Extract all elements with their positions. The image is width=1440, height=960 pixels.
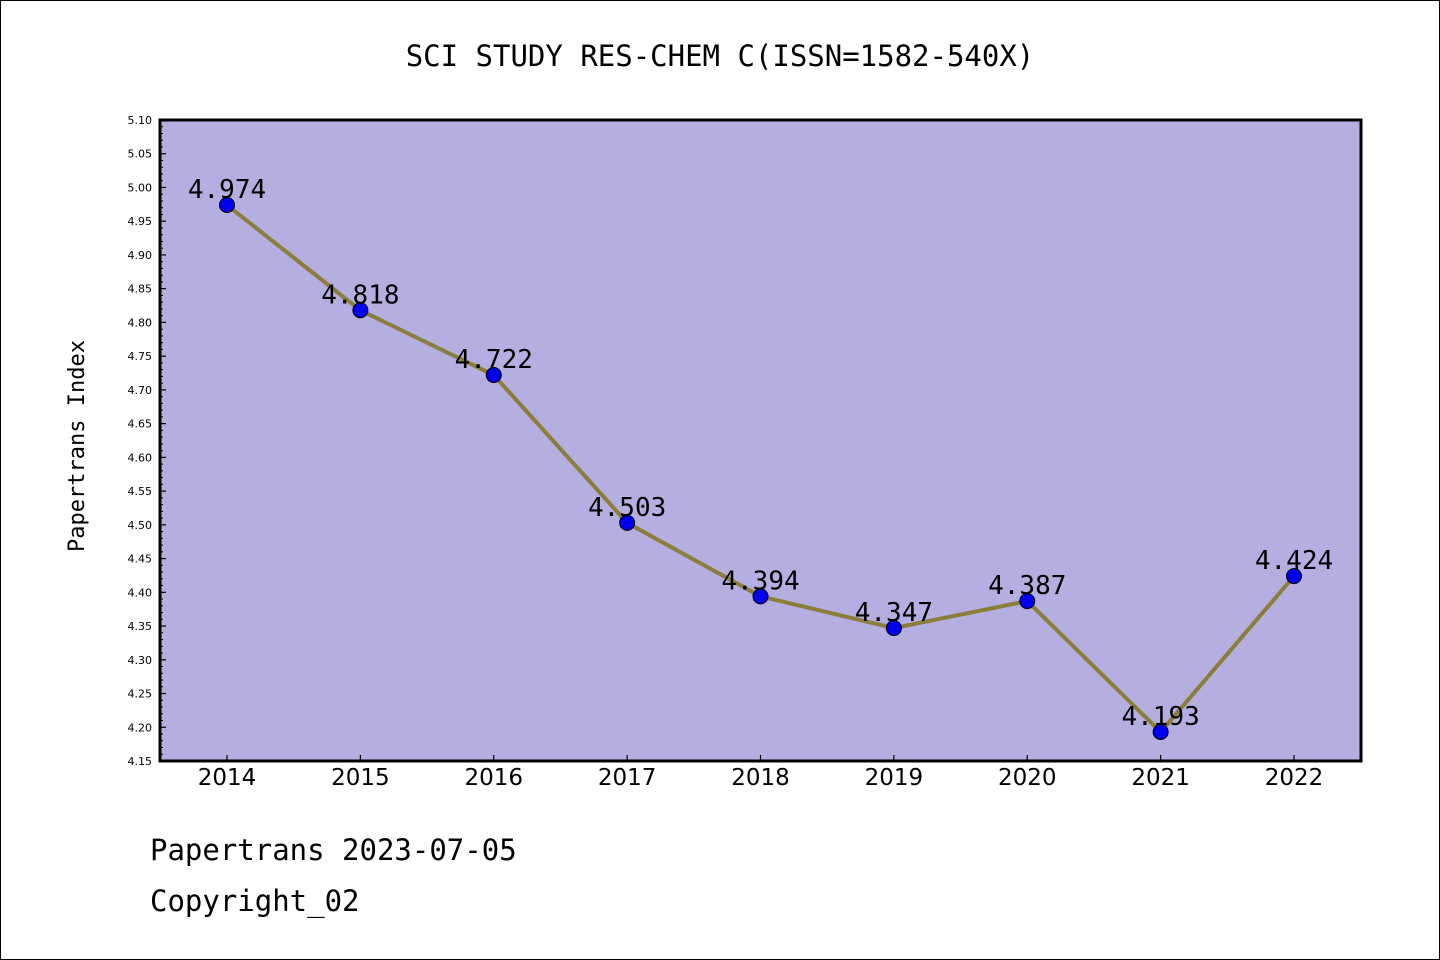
data-label: 4.347 [855,598,933,628]
data-label: 4.424 [1255,546,1333,576]
x-tick-label: 2016 [464,765,523,791]
data-point [619,514,636,531]
y-tick-label: 4.30 [128,654,153,667]
data-labels: 4.974 4.818 4.722 4.503 4.394 4.347 4.387 4.193… [188,175,1333,732]
data-label: 4.818 [321,280,399,310]
y-tick-label: 4.70 [128,384,153,397]
data-point [1152,723,1169,740]
data-label: 4.387 [988,571,1066,601]
y-tick-label: 4.85 [128,283,153,296]
data-point [219,197,235,214]
footer-copyright: Copyright_02 [150,884,360,918]
data-point [1286,568,1302,585]
x-tick-label: 2019 [865,765,924,791]
x-tick-label: 2021 [1131,765,1190,791]
y-tick-label: 4.75 [128,350,153,363]
y-tick-label: 4.25 [128,688,153,701]
data-label: 4.394 [721,566,799,596]
x-tick-label: 2015 [331,765,390,791]
chart-title: SCI STUDY RES-CHEM C(ISSN=1582-540X) [406,39,1035,73]
data-point [885,620,902,637]
y-tick-label: 4.20 [128,721,153,734]
y-tick-label: 4.35 [128,620,153,633]
y-axis: 4.15 4.20 4.25 4.30 4.35 4.40 4.45 4.50 4.55 4.60… [128,114,166,768]
x-tick-label: 2017 [598,765,657,791]
x-tick-label: 2020 [998,765,1057,791]
data-label: 4.193 [1121,702,1199,732]
y-tick-label: 5.05 [128,148,153,161]
data-label: 4.974 [188,175,266,205]
y-tick-label: 4.95 [128,215,153,228]
series-line [219,197,1302,740]
y-tick-label: 4.15 [128,755,153,768]
y-axis-label: Papertrans Index [65,340,90,552]
x-tick-label: 2022 [1265,765,1324,791]
data-point [352,302,369,319]
plot-area [158,118,1363,763]
y-tick-label: 4.40 [128,586,153,599]
y-tick-label: 4.55 [128,485,153,498]
data-point [485,367,502,384]
y-tick-label: 4.60 [128,451,153,464]
footer-date: Papertrans 2023-07-05 [150,833,517,867]
y-tick-label: 4.50 [128,519,153,532]
data-label: 4.503 [588,493,666,523]
y-tick-label: 4.45 [128,553,153,566]
y-tick-label: 5.00 [128,181,153,194]
x-axis: 2014 2015 2016 2017 2018 2019 2020 2021 2022 [198,755,1324,791]
y-tick-label: 5.10 [128,114,153,127]
data-point [752,588,769,605]
x-tick-label: 2014 [198,765,257,791]
data-label: 4.722 [455,345,533,375]
x-tick-label: 2018 [731,765,790,791]
y-tick-label: 4.65 [128,418,153,431]
data-point [1019,593,1036,610]
y-tick-label: 4.90 [128,249,153,262]
y-tick-label: 4.80 [128,316,153,329]
